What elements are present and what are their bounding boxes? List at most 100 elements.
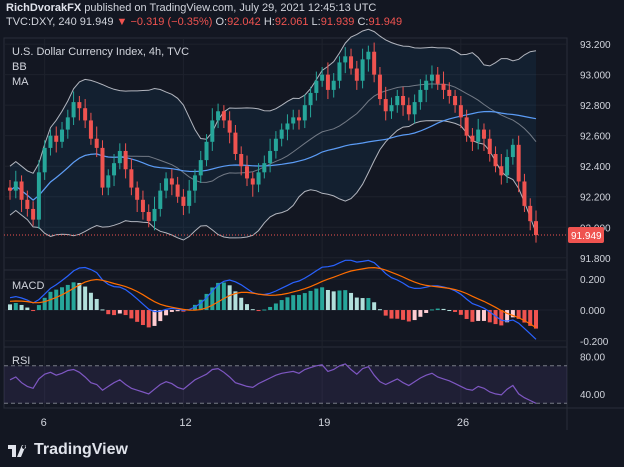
macd-histogram-bar — [71, 282, 76, 311]
macd-histogram-bar — [244, 304, 249, 311]
macd-histogram-bar — [487, 310, 492, 323]
macd-histogram-bar — [377, 309, 382, 311]
last-price-tag-text: 91.949 — [571, 231, 602, 242]
time-tick-label: 6 — [41, 417, 47, 429]
moving-average-line — [9, 110, 537, 201]
macd-histogram-bar — [198, 299, 203, 311]
macd-histogram-bar — [476, 310, 481, 321]
macd-histogram-bar — [8, 304, 12, 311]
candle-body — [83, 108, 88, 121]
macd-histogram-bar — [273, 303, 278, 311]
candle-body — [31, 208, 36, 220]
rsi-tick-label: 80.00 — [580, 352, 605, 363]
macd-histogram-bar — [331, 291, 336, 311]
macd-histogram-bar — [458, 310, 463, 315]
candle-body — [458, 105, 463, 118]
candle-body — [453, 96, 458, 106]
macd-histogram-bar — [412, 310, 417, 321]
macd-histogram-bar — [325, 289, 330, 311]
rsi-line — [9, 363, 537, 404]
candle-body — [250, 178, 255, 185]
candle-body — [233, 132, 238, 154]
candle-body — [308, 92, 313, 106]
candle-body — [493, 154, 498, 167]
tradingview-logo-icon — [8, 443, 30, 457]
price-tick-label: 91.800 — [580, 254, 611, 265]
macd-series — [8, 259, 538, 340]
brand-name: TradingView — [34, 441, 128, 458]
main-pane-title: U.S. Dollar Currency Index, 4h, TVC — [12, 46, 189, 58]
macd-histogram-bar — [401, 310, 406, 320]
author-name: RichDvorakFX — [6, 2, 82, 14]
rsi-title: RSI — [12, 355, 30, 367]
macd-histogram-bar — [522, 310, 527, 323]
candle-body — [331, 80, 336, 90]
candle-body — [36, 172, 41, 220]
macd-histogram-bar — [464, 310, 469, 319]
candle-body — [470, 135, 475, 142]
macd-histogram-bar — [256, 310, 261, 312]
macd-histogram-bar — [239, 297, 244, 311]
candle-body — [192, 175, 197, 191]
candle-body — [198, 160, 203, 176]
tradingview-logo[interactable]: TradingView — [8, 441, 128, 459]
publish-line: RichDvorakFX published on TradingView.co… — [6, 2, 376, 14]
macd-tick-label: 0.200 — [580, 275, 605, 286]
macd-histogram-bar — [314, 288, 319, 311]
candle-body — [117, 150, 122, 164]
price-tick-label: 92.200 — [580, 193, 611, 204]
macd-histogram-bar — [106, 310, 111, 315]
candle-body — [112, 163, 117, 176]
macd-histogram-bar — [499, 310, 504, 326]
candle-body — [389, 105, 394, 112]
candle-body — [65, 117, 70, 130]
macd-histogram-bar — [204, 293, 209, 311]
macd-histogram-bar — [25, 307, 30, 311]
low-value: 91.939 — [320, 16, 355, 28]
macd-histogram-bar — [383, 310, 388, 316]
candle-body — [499, 166, 504, 176]
bollinger-bands — [9, 28, 537, 241]
macd-histogram-bar — [441, 308, 446, 311]
macd-histogram-bar — [366, 298, 371, 311]
candle-body — [273, 138, 278, 151]
candle-body — [262, 163, 267, 173]
published-text: published on TradingView.com, July 29, 2… — [84, 2, 377, 14]
macd-histogram-bar — [534, 310, 538, 329]
candle-body — [221, 111, 226, 121]
macd-histogram-bar — [349, 292, 354, 311]
macd-histogram-bar — [36, 305, 41, 311]
candle-body — [464, 117, 469, 136]
candle-body — [343, 56, 348, 63]
macd-histogram-bar — [302, 293, 307, 311]
candle-body — [424, 80, 429, 90]
macd-histogram-bar — [210, 287, 215, 311]
price-tick-label: 93.200 — [580, 40, 611, 51]
candle-body — [383, 99, 388, 112]
time-tick-label: 12 — [179, 417, 191, 429]
time-tick-label: 19 — [318, 417, 330, 429]
candle-body — [325, 74, 330, 90]
candle-body — [8, 187, 12, 191]
rsi-tick-label: 40.00 — [580, 390, 605, 401]
candle-body — [302, 105, 307, 121]
macd-histogram-bar — [337, 290, 342, 311]
axes: 93.20093.00092.80092.60092.40092.20092.0… — [4, 40, 611, 429]
candle-body — [152, 208, 157, 222]
candle-body — [487, 138, 492, 154]
ohlc-line: TVC:DXY, 240 91.949 ▼ −0.319 (−0.35%) O:… — [6, 16, 402, 28]
candle-body — [268, 150, 273, 164]
macd-histogram-bar — [406, 310, 411, 322]
high-value: 92.061 — [274, 16, 309, 28]
candle-body — [354, 68, 359, 81]
time-tick-label: 26 — [457, 417, 469, 429]
candle-body — [297, 117, 302, 121]
macd-histogram-bar — [100, 309, 105, 311]
candle-body — [528, 205, 533, 222]
candle-body — [25, 199, 30, 209]
close-label: C: — [357, 16, 369, 28]
candle-body — [285, 123, 290, 130]
candle-body — [227, 120, 232, 133]
macd-histogram-bar — [135, 310, 140, 322]
